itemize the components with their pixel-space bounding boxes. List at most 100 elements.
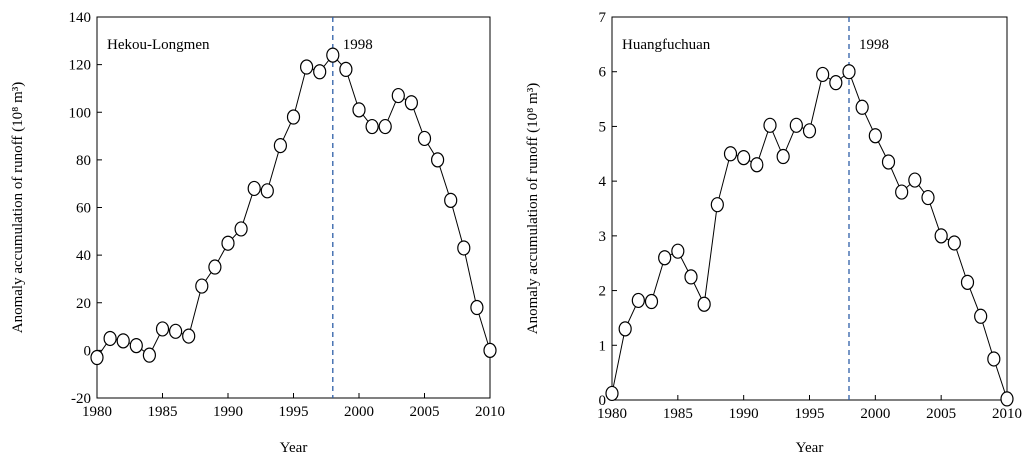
- data-point: [763, 117, 777, 133]
- data-point: [116, 333, 130, 349]
- y-tick-label: 6: [599, 65, 607, 81]
- plot-frame: [611, 16, 1008, 401]
- data-point: [697, 296, 711, 312]
- data-point: [247, 180, 261, 197]
- y-tick-label: 80: [76, 153, 91, 169]
- reference-label: 1998: [343, 37, 373, 53]
- data-point: [605, 385, 619, 402]
- y-axis-label: Anomaly accumulation of runoff (10⁸ m³): [525, 83, 541, 334]
- plot-frame: [96, 16, 491, 399]
- data-point: [710, 197, 724, 213]
- data-point: [326, 47, 340, 63]
- series-line: [96, 54, 491, 358]
- data-point: [868, 128, 882, 144]
- x-tick-label: 2010: [992, 406, 1022, 422]
- data-point: [444, 192, 458, 208]
- data-point: [404, 95, 418, 111]
- data-point: [391, 87, 405, 104]
- data-point: [750, 157, 764, 173]
- y-tick-label: 1: [599, 338, 607, 354]
- data-point: [103, 330, 117, 347]
- data-point: [974, 308, 988, 324]
- data-point: [644, 293, 659, 310]
- data-point: [129, 338, 143, 354]
- y-tick-label: 3: [599, 229, 607, 245]
- data-point: [483, 342, 497, 358]
- data-point: [934, 228, 948, 244]
- x-tick-label: 1995: [279, 404, 309, 420]
- data-point: [618, 321, 632, 337]
- data-point: [658, 250, 672, 266]
- data-point: [352, 102, 366, 118]
- y-tick-label: 2: [599, 284, 607, 300]
- data-point: [789, 117, 803, 133]
- data-point: [947, 235, 961, 251]
- x-tick-label: 2000: [860, 406, 890, 422]
- data-point: [776, 148, 790, 165]
- x-tick-label: 1985: [148, 404, 178, 420]
- data-point: [684, 269, 698, 285]
- data-point: [339, 61, 353, 77]
- data-point: [300, 59, 314, 75]
- x-tick-label: 1995: [795, 406, 825, 422]
- data-point: [142, 347, 156, 363]
- data-point: [470, 299, 484, 316]
- panel-label: Huangfuchuan: [622, 37, 711, 53]
- data-point: [802, 123, 817, 139]
- x-tick-label: 2005: [926, 406, 956, 422]
- data-point: [431, 152, 445, 168]
- y-tick-label: 4: [599, 174, 607, 190]
- x-tick-label: 2000: [344, 404, 374, 420]
- y-tick-label: 40: [76, 248, 91, 264]
- data-point: [881, 154, 896, 170]
- data-point: [378, 118, 392, 135]
- data-point: [829, 75, 843, 91]
- data-point: [90, 349, 104, 366]
- x-tick-label: 1990: [729, 406, 759, 422]
- data-point: [273, 137, 287, 154]
- data-point: [182, 328, 196, 344]
- data-point: [960, 274, 975, 290]
- y-tick-label: -20: [71, 391, 91, 407]
- y-tick-label: 0: [599, 393, 607, 409]
- data-point: [221, 235, 235, 251]
- x-tick-label: 2005: [410, 404, 440, 420]
- data-point: [908, 172, 922, 188]
- y-axis-label: Anomaly accumulation of runoff (10⁸ m³): [10, 82, 26, 333]
- x-tick-label: 1980: [597, 406, 627, 422]
- y-tick-label: 20: [76, 296, 91, 312]
- data-point: [737, 150, 751, 166]
- data-point: [631, 292, 645, 309]
- data-point: [895, 184, 909, 200]
- y-tick-label: 120: [69, 58, 92, 74]
- x-tick-label: 2010: [475, 404, 505, 420]
- data-point: [155, 321, 170, 337]
- data-point: [1000, 391, 1014, 407]
- data-point: [365, 118, 379, 135]
- data-point: [417, 130, 432, 147]
- y-tick-label: 100: [69, 105, 92, 121]
- data-point: [169, 323, 183, 339]
- data-point: [723, 146, 738, 162]
- x-axis-label: Year: [796, 440, 824, 456]
- data-point: [457, 240, 471, 256]
- data-point: [286, 109, 301, 125]
- data-point: [234, 221, 248, 237]
- data-point: [195, 278, 209, 294]
- reference-label: 1998: [859, 37, 889, 53]
- data-point: [671, 243, 685, 259]
- data-point: [260, 183, 274, 199]
- data-point: [842, 64, 856, 80]
- data-point: [208, 259, 222, 275]
- data-point: [987, 351, 1001, 367]
- data-point: [313, 64, 327, 80]
- y-tick-label: 7: [599, 10, 607, 26]
- x-tick-label: 1985: [663, 406, 693, 422]
- x-axis-label: Year: [280, 440, 308, 456]
- data-point: [921, 189, 935, 206]
- panel-label: Hekou-Longmen: [107, 37, 210, 53]
- data-point: [816, 66, 830, 83]
- x-tick-label: 1980: [82, 404, 112, 420]
- x-tick-label: 1990: [213, 404, 243, 420]
